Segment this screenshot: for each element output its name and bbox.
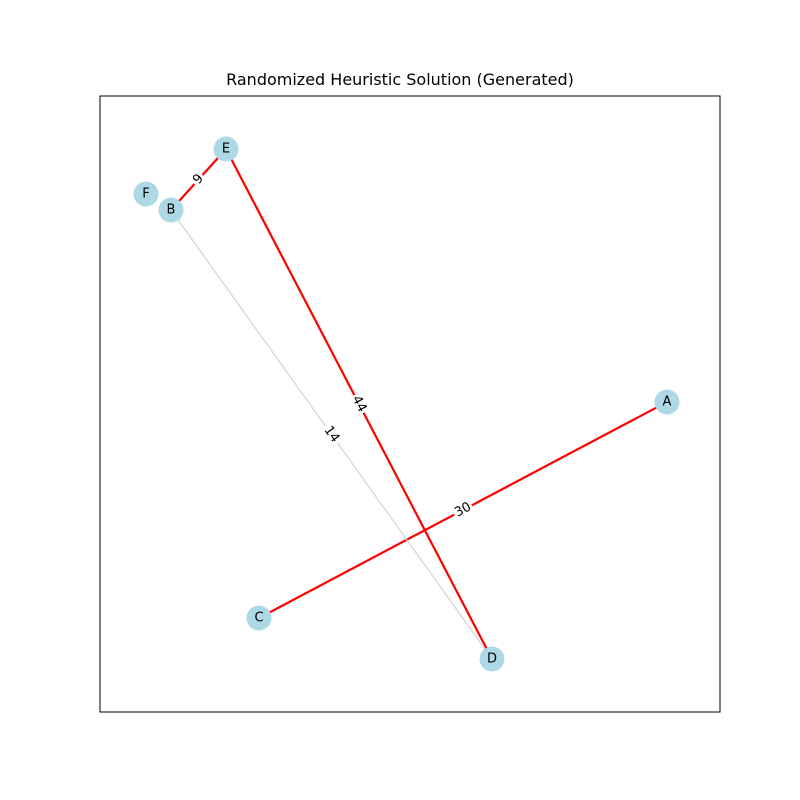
edge-weight-background	[347, 391, 371, 417]
edge-weight-text: 30	[452, 500, 474, 521]
node-label: E	[222, 142, 230, 157]
node-circle	[654, 389, 680, 415]
edge-weight-background	[188, 169, 209, 190]
node-circle	[213, 136, 239, 162]
node-d: D	[479, 646, 505, 672]
plot-frame	[99, 95, 721, 713]
edge-weight-background	[319, 421, 344, 448]
nodes-layer: A B C D E F	[133, 136, 680, 672]
edge-weight-e-d: 44	[347, 391, 371, 417]
edge-weight-background	[450, 498, 476, 522]
node-label: F	[142, 187, 149, 202]
node-f: F	[133, 181, 159, 207]
node-label: C	[254, 611, 263, 626]
node-e: E	[213, 136, 239, 162]
node-b: B	[158, 197, 184, 223]
edge-weight-b-d: 14	[319, 421, 344, 448]
node-circle	[158, 197, 184, 223]
node-c: C	[246, 605, 272, 631]
edge-weight-text: 14	[321, 423, 343, 445]
edges-layer: 9 44 30 14	[170, 148, 668, 660]
node-label: B	[167, 203, 176, 218]
edge-weight-text: 44	[349, 393, 370, 415]
node-circle	[246, 605, 272, 631]
edge-weight-b-e: 9	[188, 169, 209, 190]
node-circle	[133, 181, 159, 207]
edge-weight-a-c: 30	[450, 498, 476, 522]
node-label: D	[487, 652, 497, 667]
node-circle	[479, 646, 505, 672]
node-label: A	[663, 395, 672, 410]
node-a: A	[654, 389, 680, 415]
diagram-title: Randomized Heuristic Solution (Generated…	[226, 70, 574, 89]
